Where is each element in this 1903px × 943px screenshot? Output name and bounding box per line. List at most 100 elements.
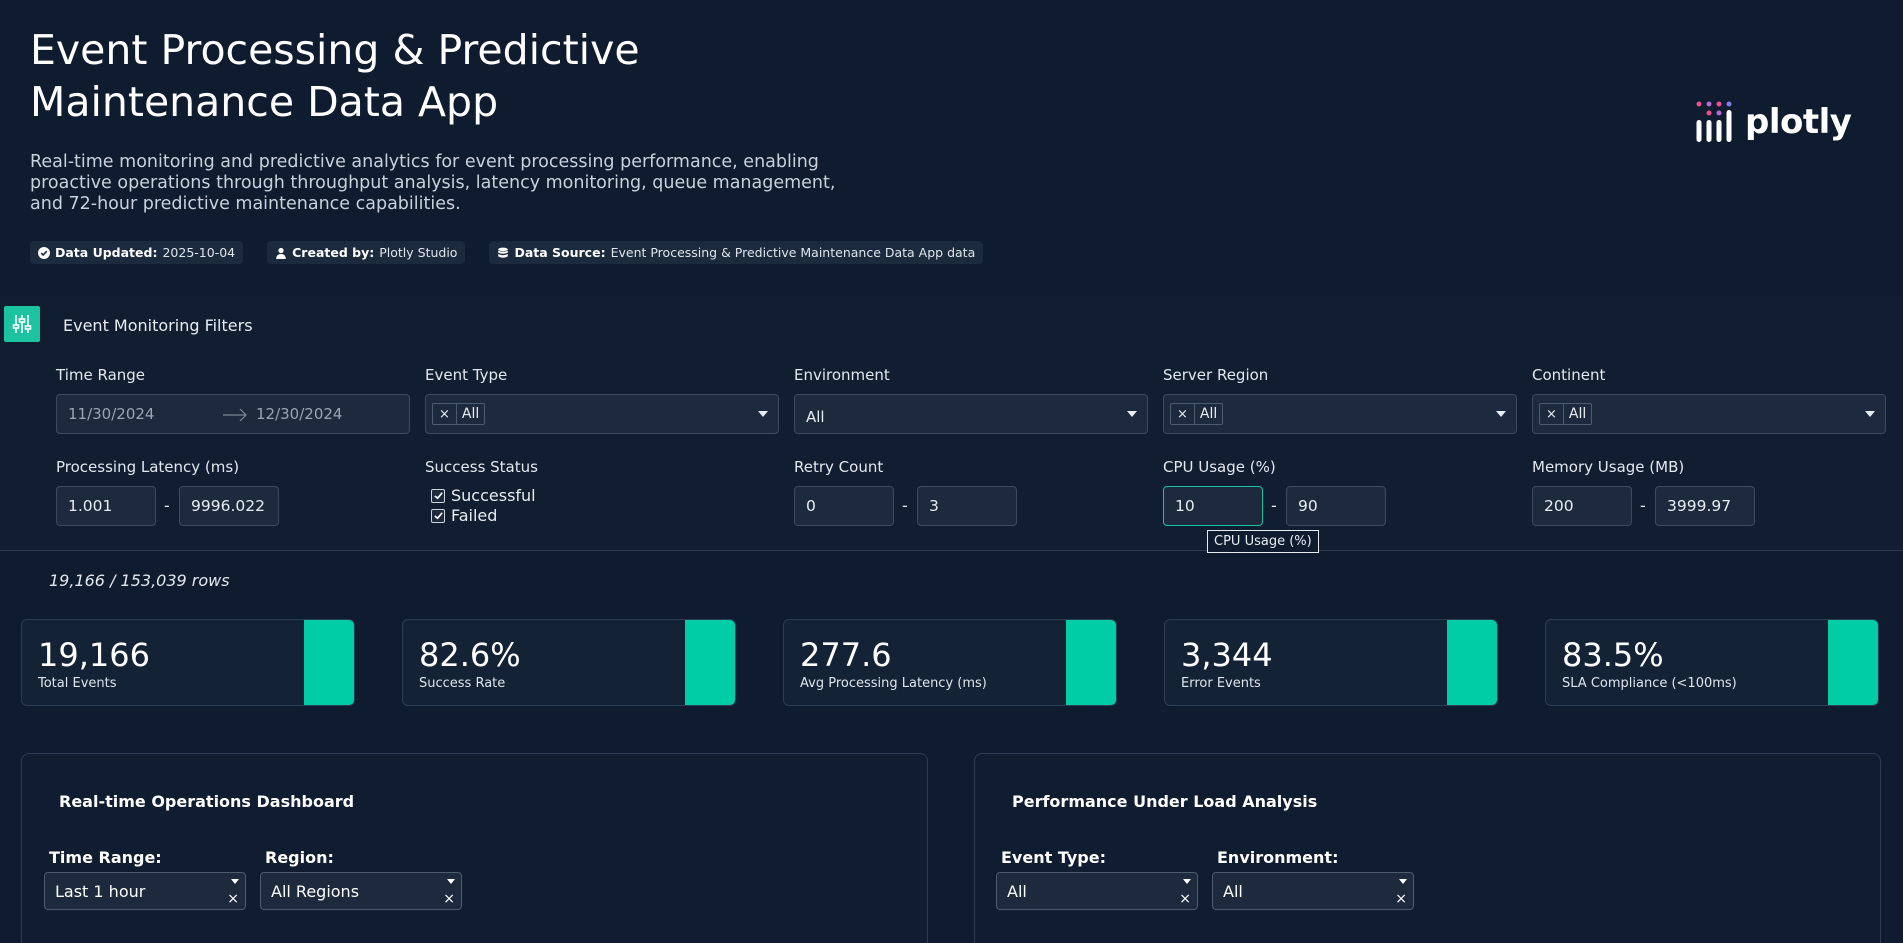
kpi-value: 82.6% xyxy=(419,636,521,674)
cpu-usage-min-input[interactable]: 10 xyxy=(1163,486,1263,526)
retry-count-min-input[interactable]: 0 xyxy=(794,486,894,526)
kpi-value: 277.6 xyxy=(800,636,892,674)
kpi-accent-bar xyxy=(304,620,354,705)
environment-dropdown[interactable]: All × xyxy=(1212,872,1414,910)
range-separator: - xyxy=(902,496,908,515)
end-date-input[interactable]: 12/30/2024 xyxy=(256,405,343,423)
user-icon xyxy=(276,247,286,259)
chevron-down-icon[interactable] xyxy=(758,411,768,417)
kpi-label: Error Events xyxy=(1181,676,1261,691)
cpu-usage-max-input[interactable]: 90 xyxy=(1286,486,1386,526)
time-range-label: Time Range xyxy=(56,366,146,384)
kpi-accent-bar xyxy=(685,620,735,705)
chevron-down-icon[interactable] xyxy=(1183,879,1191,884)
chevron-down-icon[interactable] xyxy=(1496,411,1506,417)
chip-remove-icon[interactable]: × xyxy=(1171,404,1195,424)
event-type-chip[interactable]: × All xyxy=(432,403,486,425)
kpi-accent-bar xyxy=(1828,620,1878,705)
panel-title: Performance Under Load Analysis xyxy=(1012,792,1318,811)
check-circle-icon xyxy=(38,246,50,259)
kpi-card-sla-compliance: 83.5% SLA Compliance (<100ms) xyxy=(1545,619,1879,706)
region-dropdown[interactable]: All Regions × xyxy=(260,872,462,910)
successful-checkbox[interactable] xyxy=(431,488,445,503)
range-separator: - xyxy=(164,496,170,515)
processing-latency-max-input[interactable]: 9996.022 xyxy=(179,486,279,526)
kpi-value: 83.5% xyxy=(1562,636,1664,674)
kpi-value: 19,166 xyxy=(38,636,150,674)
panel-title: Real-time Operations Dashboard xyxy=(59,792,355,811)
successful-checkbox-row[interactable]: Successful xyxy=(431,486,536,505)
chevron-down-icon[interactable] xyxy=(1865,411,1875,417)
badge-row: Data Updated: 2025-10-04 Created by: Plo… xyxy=(30,241,984,264)
kpi-label: Success Rate xyxy=(419,676,506,691)
rows-count: 19,166 / 153,039 rows xyxy=(49,571,230,590)
sliders-icon xyxy=(12,315,32,333)
region-dropdown-label: Region: xyxy=(265,848,334,867)
kpi-card-total-events: 19,166 Total Events xyxy=(21,619,355,706)
filter-panel-title: Event Monitoring Filters xyxy=(63,316,253,335)
kpi-value: 3,344 xyxy=(1181,636,1273,674)
page-description: Real-time monitoring and predictive anal… xyxy=(30,152,836,214)
continent-chip[interactable]: × All xyxy=(1539,403,1593,425)
event-type-select[interactable]: × All xyxy=(425,394,779,434)
failed-checkbox-row[interactable]: Failed xyxy=(431,506,497,525)
event-type-dropdown[interactable]: All × xyxy=(996,872,1198,910)
event-type-dropdown-label: Event Type: xyxy=(1001,848,1106,867)
plotly-wordmark: plotly xyxy=(1745,102,1852,142)
kpi-card-avg-latency: 277.6 Avg Processing Latency (ms) xyxy=(783,619,1117,706)
cpu-usage-tooltip: CPU Usage (%) xyxy=(1207,530,1319,553)
continent-label: Continent xyxy=(1532,366,1606,384)
filter-panel: Event Monitoring Filters Time Range 11/3… xyxy=(0,296,1903,551)
failed-checkbox[interactable] xyxy=(431,508,445,523)
plotly-logo: plotly xyxy=(1693,100,1852,144)
time-range-dropdown-label: Time Range: xyxy=(49,848,162,867)
chip-remove-icon[interactable]: × xyxy=(433,404,457,424)
chevron-down-icon[interactable] xyxy=(231,879,239,884)
chip-remove-icon[interactable]: × xyxy=(1540,404,1564,424)
environment-dropdown-label: Environment: xyxy=(1217,848,1339,867)
kpi-label: SLA Compliance (<100ms) xyxy=(1562,676,1737,691)
retry-count-label: Retry Count xyxy=(794,458,884,476)
server-region-select[interactable]: × All xyxy=(1163,394,1517,434)
clear-icon[interactable]: × xyxy=(227,891,239,907)
memory-usage-max-input[interactable]: 3999.97 xyxy=(1655,486,1755,526)
kpi-accent-bar xyxy=(1066,620,1116,705)
created-by-badge: Created by: Plotly Studio xyxy=(267,241,466,264)
time-range-picker[interactable]: 11/30/2024 12/30/2024 xyxy=(56,394,410,434)
cpu-usage-label: CPU Usage (%) xyxy=(1163,458,1276,476)
processing-latency-min-input[interactable]: 1.001 xyxy=(56,486,156,526)
chevron-down-icon[interactable] xyxy=(1127,411,1137,417)
time-range-dropdown[interactable]: Last 1 hour × xyxy=(44,872,246,910)
start-date-input[interactable]: 11/30/2024 xyxy=(68,405,155,423)
server-region-label: Server Region xyxy=(1163,366,1269,384)
database-icon xyxy=(498,247,509,258)
server-region-chip[interactable]: × All xyxy=(1170,403,1224,425)
event-type-label: Event Type xyxy=(425,366,508,384)
chevron-down-icon[interactable] xyxy=(1399,879,1407,884)
data-updated-badge: Data Updated: 2025-10-04 xyxy=(30,241,244,264)
clear-icon[interactable]: × xyxy=(443,891,455,907)
clear-icon[interactable]: × xyxy=(1395,891,1407,907)
success-status-label: Success Status xyxy=(425,458,538,476)
kpi-card-error-events: 3,344 Error Events xyxy=(1164,619,1498,706)
memory-usage-label: Memory Usage (MB) xyxy=(1532,458,1685,476)
checkmark-icon xyxy=(433,492,443,500)
performance-load-panel: Performance Under Load Analysis Event Ty… xyxy=(974,753,1881,943)
data-source-badge: Data Source: Event Processing & Predicti… xyxy=(489,241,984,264)
retry-count-max-input[interactable]: 3 xyxy=(917,486,1017,526)
processing-latency-label: Processing Latency (ms) xyxy=(56,458,240,476)
realtime-operations-panel: Real-time Operations Dashboard Time Rang… xyxy=(21,753,928,943)
kpi-label: Avg Processing Latency (ms) xyxy=(800,676,987,691)
range-separator: - xyxy=(1271,496,1277,515)
kpi-label: Total Events xyxy=(38,676,117,691)
continent-select[interactable]: × All xyxy=(1532,394,1886,434)
environment-label: Environment xyxy=(794,366,890,384)
chevron-down-icon[interactable] xyxy=(447,879,455,884)
arrow-right-icon xyxy=(223,408,247,422)
memory-usage-min-input[interactable]: 200 xyxy=(1532,486,1632,526)
app-header: Event Processing & Predictive Maintenanc… xyxy=(0,0,1903,296)
environment-select[interactable]: All xyxy=(794,394,1148,434)
kpi-card-success-rate: 82.6% Success Rate xyxy=(402,619,736,706)
clear-icon[interactable]: × xyxy=(1179,891,1191,907)
filter-toggle-button[interactable] xyxy=(4,306,40,342)
